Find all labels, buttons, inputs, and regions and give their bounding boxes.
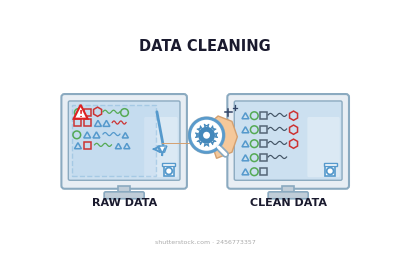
Text: CLEAN DATA: CLEAN DATA xyxy=(250,198,327,207)
Bar xyxy=(74,120,82,126)
FancyBboxPatch shape xyxy=(72,105,156,176)
FancyBboxPatch shape xyxy=(144,117,178,177)
Polygon shape xyxy=(211,140,216,145)
Bar xyxy=(260,112,267,119)
Circle shape xyxy=(190,118,224,152)
FancyBboxPatch shape xyxy=(227,94,349,189)
Bar xyxy=(162,163,175,166)
Bar xyxy=(325,165,335,176)
FancyBboxPatch shape xyxy=(104,192,144,199)
Polygon shape xyxy=(158,146,167,152)
Text: shutterstock.com · 2456773357: shutterstock.com · 2456773357 xyxy=(155,240,255,245)
Polygon shape xyxy=(74,105,88,119)
Bar xyxy=(324,163,337,166)
Polygon shape xyxy=(215,133,218,138)
Bar xyxy=(260,126,267,133)
Bar xyxy=(84,109,92,116)
Bar xyxy=(118,186,130,193)
Text: RAW DATA: RAW DATA xyxy=(92,198,157,207)
Polygon shape xyxy=(204,144,209,146)
Polygon shape xyxy=(206,116,237,158)
FancyBboxPatch shape xyxy=(68,101,180,180)
Bar xyxy=(282,186,294,193)
Bar xyxy=(84,142,92,149)
Bar xyxy=(84,120,92,126)
Polygon shape xyxy=(195,133,198,138)
Polygon shape xyxy=(197,125,202,131)
Bar xyxy=(260,154,267,161)
FancyBboxPatch shape xyxy=(307,117,340,177)
Polygon shape xyxy=(211,125,216,131)
Text: !: ! xyxy=(78,109,83,118)
FancyBboxPatch shape xyxy=(61,94,187,189)
FancyBboxPatch shape xyxy=(234,101,342,180)
Text: DATA CLEANING: DATA CLEANING xyxy=(139,39,271,54)
Bar xyxy=(164,165,174,176)
Bar xyxy=(260,140,267,147)
Circle shape xyxy=(198,127,215,144)
Circle shape xyxy=(190,118,224,152)
Polygon shape xyxy=(204,124,209,127)
Polygon shape xyxy=(197,140,202,145)
Circle shape xyxy=(203,132,210,139)
FancyBboxPatch shape xyxy=(268,192,308,199)
Bar xyxy=(260,168,267,175)
